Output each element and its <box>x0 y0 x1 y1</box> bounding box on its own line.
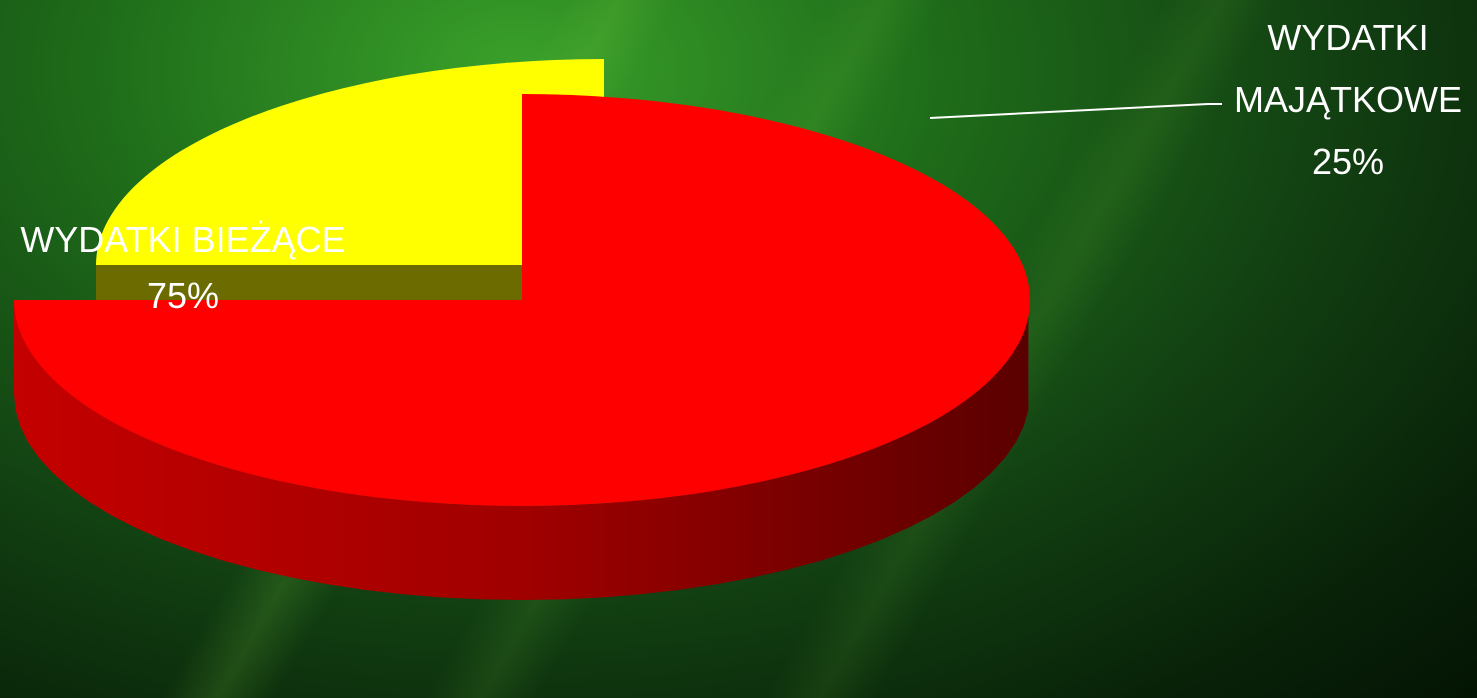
data-label-0: WYDATKI BIEŻĄCE 75% <box>20 219 345 316</box>
data-label-1-line-2: 25% <box>1312 141 1384 182</box>
data-label-0-line-0: WYDATKI BIEŻĄCE <box>20 219 345 260</box>
pie-slice-top-1 <box>96 59 604 265</box>
pie-slice-0 <box>14 94 1030 600</box>
data-label-1: WYDATKI MAJĄTKOWE 25% <box>1234 17 1462 182</box>
leader-line-1 <box>929 103 1222 119</box>
data-label-1-line-0: WYDATKI <box>1267 17 1428 58</box>
pie-slice-top-0 <box>14 94 1030 506</box>
data-label-1-line-1: MAJĄTKOWE <box>1234 79 1462 120</box>
data-label-0-line-1: 75% <box>147 275 219 316</box>
pie-slices <box>14 59 1030 600</box>
pie-labels: WYDATKI BIEŻĄCE 75% WYDATKI MAJĄTKOWE 25% <box>20 17 1462 316</box>
pie-slice-side-0 <box>14 300 1029 600</box>
